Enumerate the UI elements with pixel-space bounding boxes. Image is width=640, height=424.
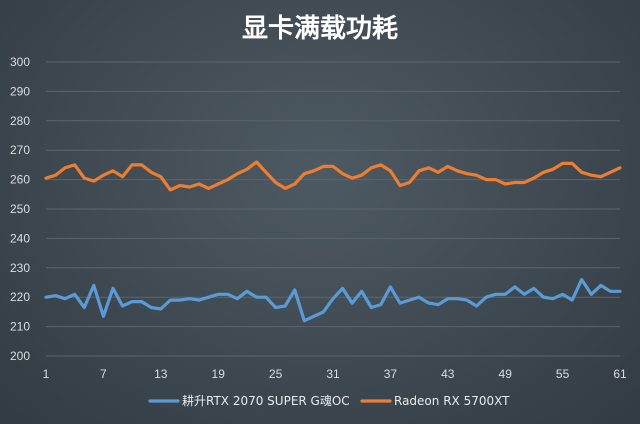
x-tick-label: 7 [100, 367, 107, 381]
x-axis-ticks: 1 7 13 19 25 31 37 43 49 55 61 [43, 367, 627, 381]
y-tick-label: 250 [10, 202, 30, 216]
legend-label-1: 耕升RTX 2070 SUPER G魂OC [182, 393, 350, 408]
x-tick-label: 55 [556, 367, 570, 381]
y-tick-label: 300 [10, 55, 30, 69]
y-axis-ticks: 200 210 220 230 240 250 260 270 280 290 300 [10, 55, 30, 363]
series-line-1 [44, 278, 622, 323]
y-tick-label: 280 [10, 114, 30, 128]
y-tick-label: 200 [10, 349, 30, 363]
y-tick-label: 260 [10, 173, 30, 187]
x-tick-label: 1 [43, 367, 50, 381]
x-tick-label: 43 [441, 367, 455, 381]
x-tick-label: 61 [613, 367, 627, 381]
series-line-2 [44, 160, 622, 192]
y-tick-label: 240 [10, 231, 30, 245]
y-tick-label: 220 [10, 290, 30, 304]
x-tick-label: 19 [212, 367, 226, 381]
legend-label-2: Radeon RX 5700XT [394, 394, 510, 408]
gridlines [46, 61, 620, 357]
y-tick-label: 270 [10, 143, 30, 157]
x-tick-label: 49 [499, 367, 513, 381]
x-tick-label: 25 [269, 367, 283, 381]
y-tick-label: 290 [10, 84, 30, 98]
series-lines [44, 160, 622, 323]
x-tick-label: 31 [326, 367, 340, 381]
y-tick-label: 230 [10, 261, 30, 275]
x-tick-label: 37 [384, 367, 398, 381]
x-tick-label: 13 [154, 367, 168, 381]
chart-title: 显卡满载功耗 [242, 14, 398, 44]
y-tick-label: 210 [10, 320, 30, 334]
legend: 耕升RTX 2070 SUPER G魂OC Radeon RX 5700XT [148, 393, 510, 408]
